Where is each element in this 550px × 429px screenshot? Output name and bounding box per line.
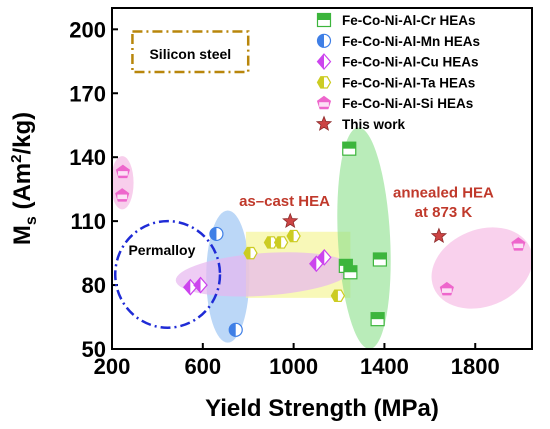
data-point-series-4-0 (115, 164, 130, 179)
as-cast-label: as–cast HEA (239, 193, 330, 210)
data-point-series-0-0 (342, 141, 357, 156)
data-point-series-1-1 (228, 322, 243, 337)
silicon-steel-label: Silicon steel (149, 46, 231, 62)
legend-marker-5 (315, 115, 333, 131)
x-tick-label: 1800 (451, 354, 500, 379)
legend-marker-0 (316, 12, 332, 28)
plot-frame (111, 7, 533, 350)
x-tick-label: 200 (94, 354, 131, 379)
silicon-steel-box (131, 30, 250, 74)
y-axis-label-sub: s (23, 216, 40, 225)
annealed-label-line1: annealed HEA (393, 185, 494, 202)
legend-label-3: Fe-Co-Ni-Al-Ta HEAs (342, 75, 475, 90)
data-point-series-3-4 (330, 289, 346, 302)
y-axis-label-rest: (Am (9, 163, 36, 216)
data-point-series-3-0 (243, 246, 258, 260)
y-axis-label-main: M (9, 225, 36, 245)
shaded-regions (110, 127, 533, 349)
x-axis-label: Yield Strength (MPa) (205, 395, 439, 422)
legend-label-2: Fe-Co-Ni-Al-Cu HEAs (342, 55, 479, 70)
annealed-label-line2: at 873 K (415, 204, 473, 221)
x-tick-label: 1400 (360, 354, 409, 379)
y-tick-label: 200 (69, 17, 106, 42)
data-point-series-2-3 (316, 248, 332, 266)
x-axis-ticks: 200 600 1000 1400 1800 (94, 343, 500, 379)
y-axis-label-sup: 2 (8, 155, 25, 163)
legend-label-1: Fe-Co-Ni-Al-Mn HEAs (342, 34, 480, 49)
legend: Fe-Co-Ni-Al-Cr HEAs Fe-Co-Ni-Al-Mn HEAs Fe… (315, 12, 480, 132)
data-point-series-0-3 (372, 252, 387, 267)
legend-marker-4 (316, 95, 332, 110)
region-si-hea-right (431, 227, 533, 309)
permalloy-label: Permalloy (128, 242, 195, 258)
y-tick-label: 80 (82, 273, 106, 298)
y-axis-label-end: /kg) (9, 112, 36, 155)
data-points (115, 141, 526, 337)
legend-label-4: Fe-Co-Ni-Al-Si HEAs (342, 96, 473, 111)
data-point-series-3-1 (263, 236, 279, 249)
data-point-series-0-4 (370, 312, 385, 327)
legend-label-5: This work (342, 117, 406, 132)
y-tick-label: 110 (71, 209, 107, 234)
region-cr-hea (337, 127, 391, 349)
data-point-series-2-1 (193, 276, 208, 294)
permalloy-ellipse (113, 219, 222, 329)
y-tick-label: 50 (82, 337, 106, 362)
data-point-series-5-1 (430, 227, 448, 243)
x-tick-label: 600 (184, 354, 221, 379)
data-point-series-4-3 (511, 237, 526, 251)
data-point-series-3-2 (273, 236, 289, 249)
legend-marker-1 (316, 33, 332, 48)
legend-marker-2 (316, 53, 332, 71)
data-point-series-0-2 (343, 265, 358, 280)
data-point-series-4-1 (115, 188, 130, 202)
legend-label-0: Fe-Co-Ni-Al-Cr HEAs (342, 13, 476, 28)
y-axis-ticks: 50 80 110 140 170 200 (69, 17, 118, 362)
legend-marker-3 (316, 76, 332, 89)
data-point-series-1-0 (209, 226, 224, 242)
y-tick-label: 170 (69, 81, 106, 106)
data-point-series-4-2 (439, 281, 454, 296)
y-axis-label: Ms (Am2/kg) (8, 112, 40, 245)
data-point-series-3-3 (286, 229, 301, 243)
x-tick-label: 1000 (269, 354, 318, 379)
y-tick-label: 140 (69, 145, 106, 170)
annotations: Silicon steel Permalloy as–cast HEA anneale… (113, 30, 494, 329)
data-point-series-5-0 (282, 212, 299, 229)
